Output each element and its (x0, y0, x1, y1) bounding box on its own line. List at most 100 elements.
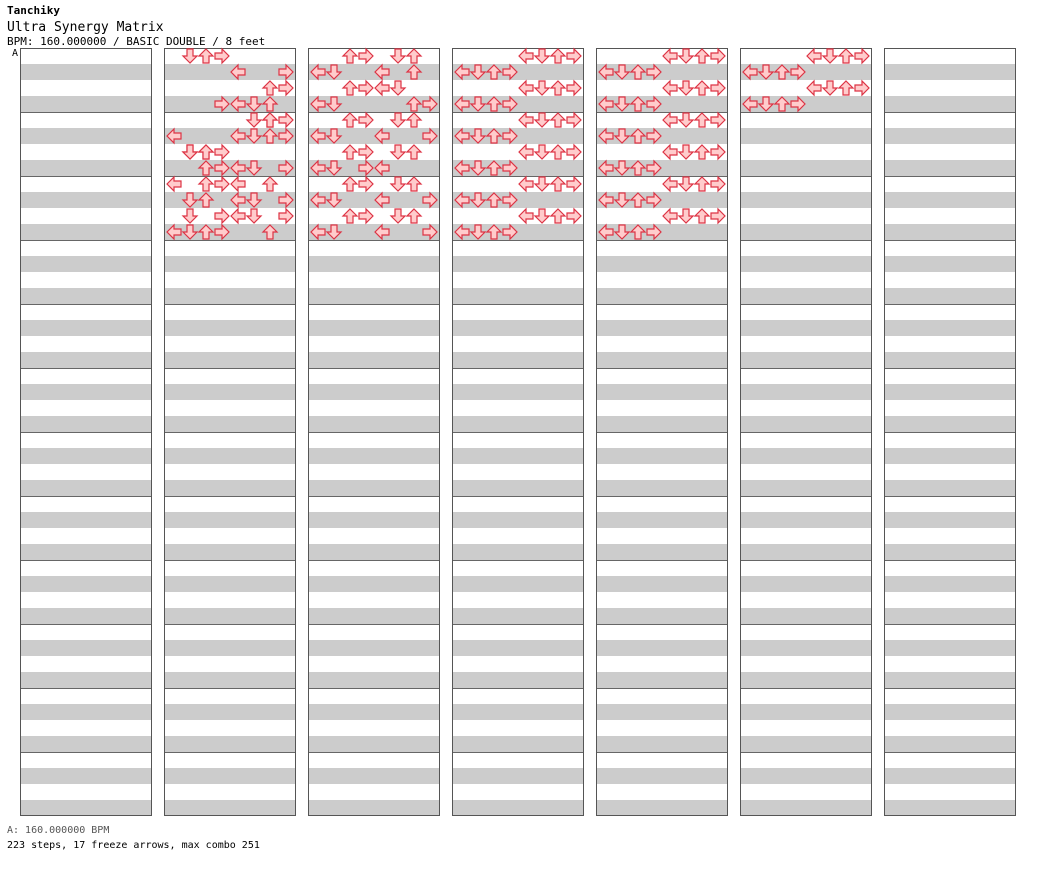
step-arrow (310, 159, 326, 177)
beat-stripe (20, 800, 152, 816)
step-arrow (358, 47, 374, 65)
step-arrow (197, 224, 215, 240)
step-arrow (181, 224, 199, 240)
beat-stripe (308, 800, 440, 816)
beat-stripe (452, 512, 584, 528)
beat-stripe (740, 352, 872, 368)
step-arrow (533, 48, 551, 64)
step-arrow (613, 160, 631, 176)
footer-bpm: A: 160.000000 BPM (7, 825, 110, 836)
step-arrow (358, 111, 374, 129)
step-arrow (166, 175, 182, 193)
step-arrow (485, 160, 503, 176)
step-arrow (181, 208, 199, 224)
beat-stripe (164, 640, 296, 656)
step-arrow (693, 112, 711, 128)
beat-stripe (308, 640, 440, 656)
step-arrow (405, 96, 423, 112)
step-arrow (485, 128, 503, 144)
step-arrow (197, 160, 215, 176)
step-arrow (757, 64, 775, 80)
beat-stripe (164, 384, 296, 400)
step-arrow (341, 80, 359, 96)
beat-stripe (20, 320, 152, 336)
step-arrow (469, 160, 487, 176)
step-arrow (245, 192, 263, 208)
beat-stripe (308, 384, 440, 400)
step-arrow (502, 63, 518, 81)
step-arrow (325, 96, 343, 112)
step-arrow (629, 64, 647, 80)
step-arrow (261, 176, 279, 192)
step-arrow (405, 208, 423, 224)
beat-stripe (452, 224, 584, 240)
step-arrow (598, 223, 614, 241)
step-arrow (261, 80, 279, 96)
step-arrow (422, 191, 438, 209)
beat-stripe (164, 800, 296, 816)
beat-stripe (308, 352, 440, 368)
step-arrow (278, 79, 294, 97)
step-arrow (693, 48, 711, 64)
step-arrow (613, 64, 631, 80)
beat-stripe (308, 96, 440, 112)
beat-stripe (740, 576, 872, 592)
step-arrow (662, 175, 678, 193)
beat-stripe (740, 448, 872, 464)
step-arrow (598, 127, 614, 145)
beat-stripe (20, 672, 152, 688)
beat-stripe (884, 416, 1016, 432)
step-arrow (646, 127, 662, 145)
beat-stripe (596, 480, 728, 496)
beat-stripe (164, 64, 296, 80)
step-arrow (518, 111, 534, 129)
beat-stripe (20, 224, 152, 240)
step-arrow (341, 112, 359, 128)
step-arrow (389, 208, 407, 224)
beat-stripe (20, 544, 152, 560)
step-arrow (533, 112, 551, 128)
step-arrow (533, 144, 551, 160)
step-arrow (389, 112, 407, 128)
beat-stripe (308, 608, 440, 624)
step-arrow (502, 223, 518, 241)
step-arrow (469, 64, 487, 80)
beat-stripe (308, 64, 440, 80)
beat-stripe (740, 768, 872, 784)
step-arrow (181, 48, 199, 64)
beat-stripe (308, 512, 440, 528)
step-arrow (245, 112, 263, 128)
beat-stripe (596, 224, 728, 240)
beat-stripe (164, 576, 296, 592)
beat-stripe (452, 288, 584, 304)
beat-stripe (20, 448, 152, 464)
step-arrow (358, 175, 374, 193)
beat-stripe (452, 352, 584, 368)
step-arrow (181, 144, 199, 160)
column-border (740, 48, 872, 816)
step-arrow (854, 47, 870, 65)
beat-stripe (740, 416, 872, 432)
beat-stripe (20, 576, 152, 592)
beat-stripe (164, 480, 296, 496)
step-arrow (166, 127, 182, 145)
step-arrow (646, 63, 662, 81)
beat-stripe (740, 224, 872, 240)
beat-stripe (20, 736, 152, 752)
step-arrow (837, 48, 855, 64)
column-border (884, 48, 1016, 816)
beat-stripe (452, 128, 584, 144)
beat-stripe (884, 192, 1016, 208)
beat-stripe (164, 672, 296, 688)
step-arrow (485, 64, 503, 80)
beat-stripe (164, 288, 296, 304)
step-arrow (341, 48, 359, 64)
beat-stripe (884, 608, 1016, 624)
step-arrow (374, 63, 390, 81)
beat-stripe (452, 544, 584, 560)
beat-stripe (20, 256, 152, 272)
step-arrow (197, 192, 215, 208)
step-arrow (629, 160, 647, 176)
beat-stripe (884, 544, 1016, 560)
step-arrow (566, 47, 582, 65)
